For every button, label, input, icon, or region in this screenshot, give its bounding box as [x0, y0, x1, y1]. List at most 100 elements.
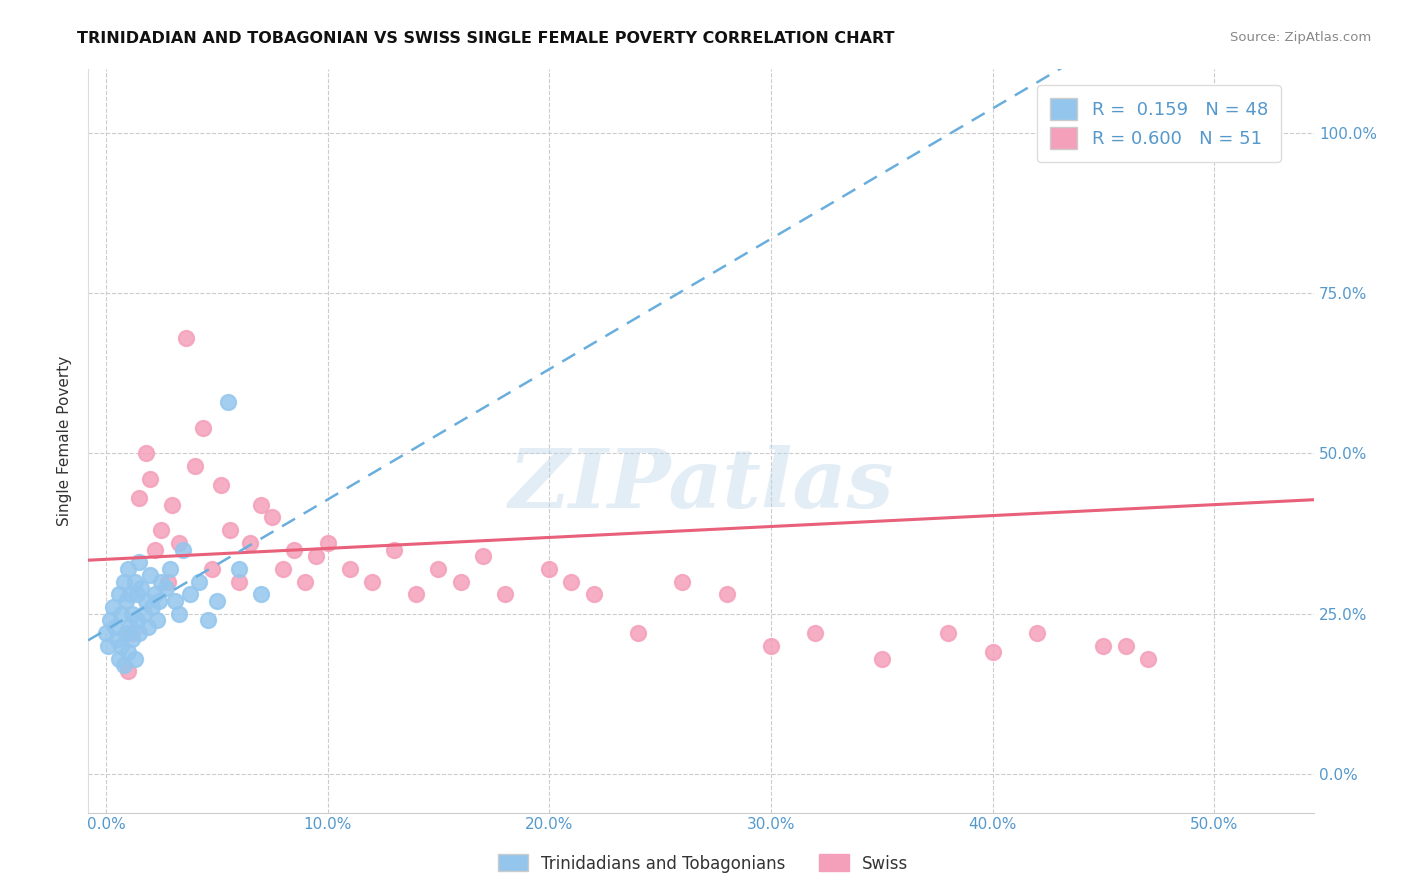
Point — [228, 562, 250, 576]
Point — [339, 562, 361, 576]
Point — [97, 639, 120, 653]
Text: TRINIDADIAN AND TOBAGONIAN VS SWISS SINGLE FEMALE POVERTY CORRELATION CHART: TRINIDADIAN AND TOBAGONIAN VS SWISS SING… — [77, 31, 894, 46]
Point — [139, 472, 162, 486]
Point — [104, 619, 127, 633]
Point — [582, 587, 605, 601]
Point — [121, 607, 143, 621]
Point — [183, 459, 205, 474]
Point — [167, 607, 190, 621]
Point — [108, 587, 131, 601]
Point — [193, 420, 215, 434]
Legend: R =  0.159   N = 48, R = 0.600   N = 51: R = 0.159 N = 48, R = 0.600 N = 51 — [1038, 85, 1281, 161]
Point — [131, 581, 153, 595]
Point — [136, 619, 159, 633]
Point — [1026, 626, 1049, 640]
Point — [1204, 126, 1226, 140]
Point — [110, 639, 132, 653]
Point — [239, 536, 262, 550]
Point — [197, 613, 219, 627]
Point — [128, 626, 150, 640]
Point — [671, 574, 693, 589]
Text: Source: ZipAtlas.com: Source: ZipAtlas.com — [1230, 31, 1371, 45]
Point — [804, 626, 827, 640]
Point — [305, 549, 328, 563]
Point — [105, 632, 128, 647]
Point — [150, 524, 173, 538]
Point — [1247, 126, 1270, 140]
Point — [560, 574, 582, 589]
Point — [112, 658, 135, 673]
Point — [141, 600, 163, 615]
Point — [143, 542, 166, 557]
Point — [294, 574, 316, 589]
Point — [159, 562, 181, 576]
Point — [155, 581, 177, 595]
Point — [1136, 651, 1159, 665]
Point — [494, 587, 516, 601]
Point — [271, 562, 294, 576]
Point — [124, 651, 146, 665]
Y-axis label: Single Female Poverty: Single Female Poverty — [58, 355, 72, 525]
Point — [188, 574, 211, 589]
Point — [250, 587, 273, 601]
Point — [115, 626, 138, 640]
Point — [217, 395, 239, 409]
Point — [250, 498, 273, 512]
Point — [1115, 639, 1137, 653]
Point — [361, 574, 384, 589]
Point — [162, 498, 184, 512]
Point — [870, 651, 893, 665]
Point — [120, 619, 142, 633]
Point — [981, 645, 1004, 659]
Point — [125, 613, 148, 627]
Point — [115, 594, 138, 608]
Point — [1092, 639, 1115, 653]
Point — [148, 594, 170, 608]
Point — [156, 574, 179, 589]
Point — [538, 562, 561, 576]
Point — [121, 632, 143, 647]
Point — [110, 607, 132, 621]
Point — [471, 549, 494, 563]
Point — [450, 574, 472, 589]
Point — [262, 510, 284, 524]
Point — [128, 555, 150, 569]
Point — [112, 574, 135, 589]
Point — [219, 524, 242, 538]
Point — [283, 542, 305, 557]
Point — [117, 562, 139, 576]
Point — [228, 574, 250, 589]
Point — [101, 600, 124, 615]
Point — [172, 542, 194, 557]
Point — [143, 587, 166, 601]
Point — [98, 613, 121, 627]
Point — [139, 568, 162, 582]
Point — [135, 446, 157, 460]
Point — [121, 626, 143, 640]
Point — [146, 613, 169, 627]
Point — [427, 562, 450, 576]
Point — [117, 645, 139, 659]
Point — [94, 626, 117, 640]
Point — [382, 542, 405, 557]
Point — [316, 536, 339, 550]
Point — [124, 574, 146, 589]
Point — [150, 574, 173, 589]
Legend: Trinidadians and Tobagonians, Swiss: Trinidadians and Tobagonians, Swiss — [491, 847, 915, 880]
Point — [117, 665, 139, 679]
Point — [108, 651, 131, 665]
Point — [205, 594, 228, 608]
Point — [179, 587, 201, 601]
Point — [716, 587, 738, 601]
Point — [936, 626, 959, 640]
Point — [132, 607, 155, 621]
Point — [1159, 126, 1181, 140]
Point — [201, 562, 224, 576]
Point — [759, 639, 782, 653]
Point — [135, 594, 157, 608]
Point — [125, 587, 148, 601]
Text: ZIPatlas: ZIPatlas — [509, 445, 894, 525]
Point — [128, 491, 150, 506]
Point — [167, 536, 190, 550]
Point — [405, 587, 427, 601]
